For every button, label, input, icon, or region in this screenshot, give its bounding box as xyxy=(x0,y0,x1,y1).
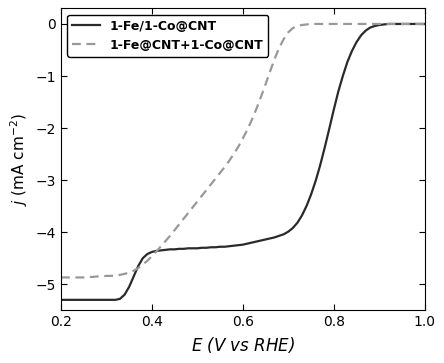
Legend: 1-Fe/1-Co@CNT, 1-Fe@CNT+1-Co@CNT: 1-Fe/1-Co@CNT, 1-Fe@CNT+1-Co@CNT xyxy=(67,15,269,57)
Y-axis label: $j$ (mA cm$^{-2}$): $j$ (mA cm$^{-2}$) xyxy=(8,113,30,206)
X-axis label: $E$ (V vs RHE): $E$ (V vs RHE) xyxy=(191,335,295,355)
